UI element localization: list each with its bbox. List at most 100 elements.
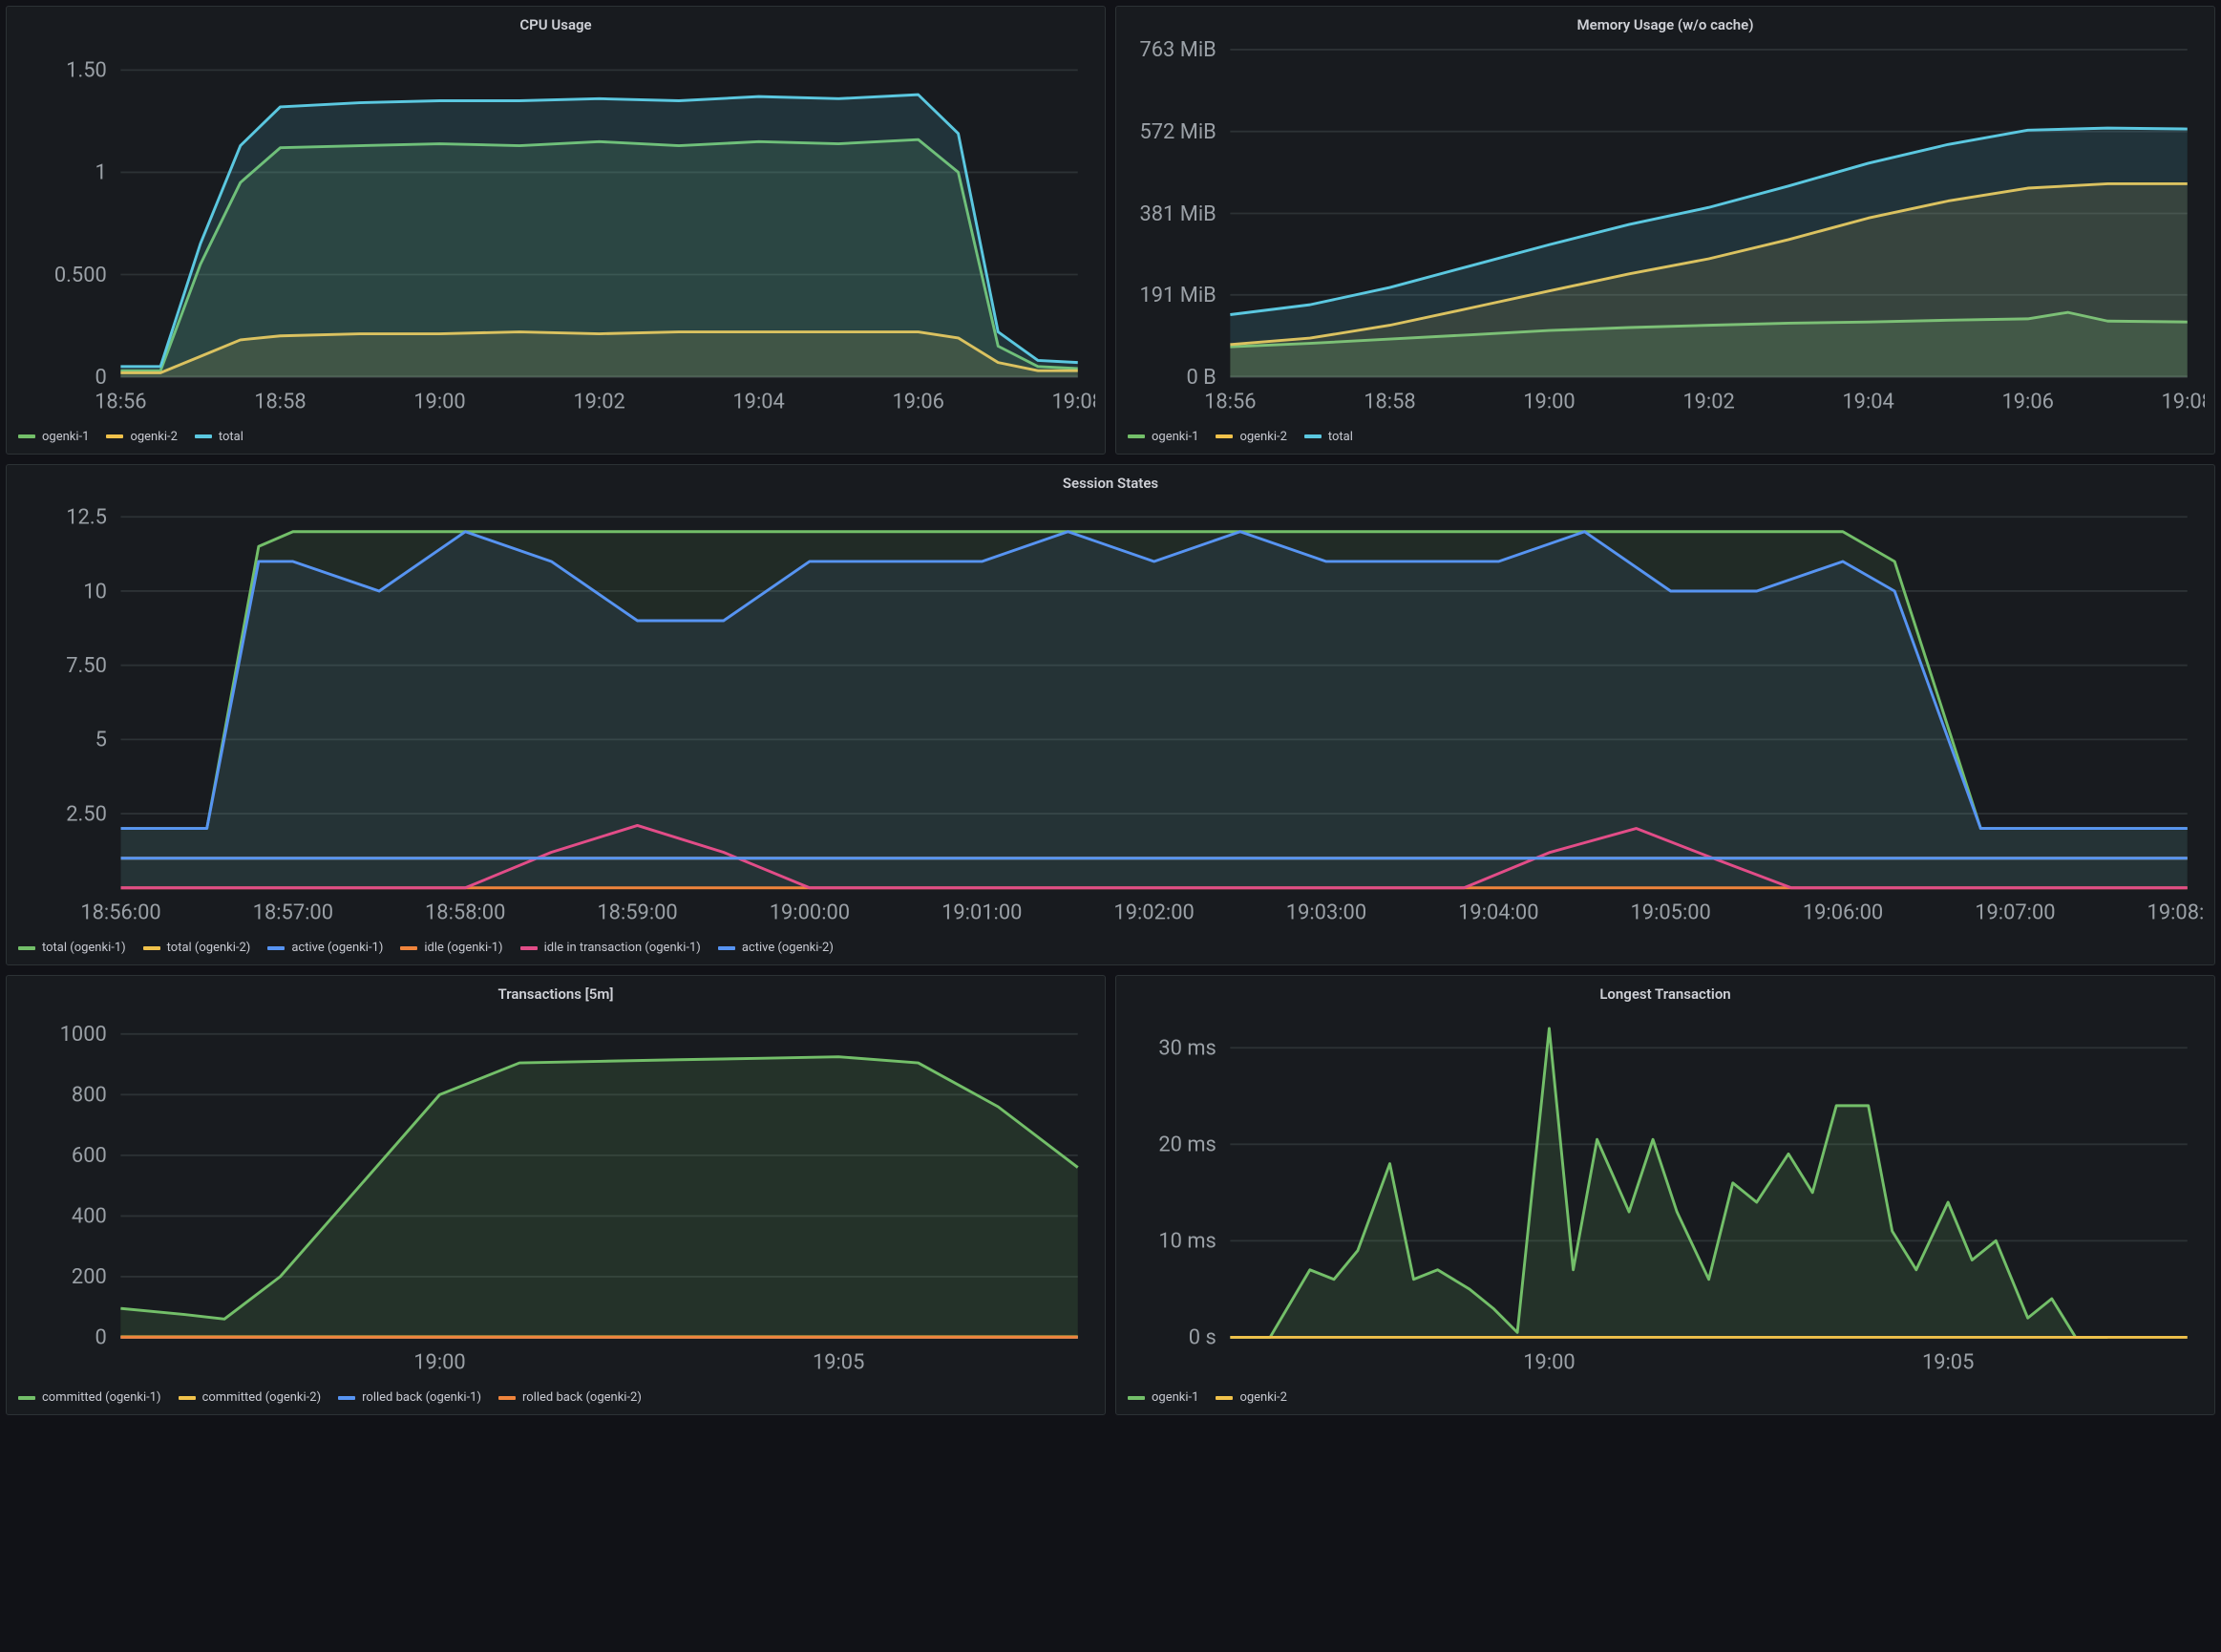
legend-label: active (ogenki-2) [742, 941, 834, 955]
legend-label: ogenki-2 [1239, 1390, 1286, 1405]
svg-text:18:58:00: 18:58:00 [425, 901, 505, 925]
svg-text:763 MiB: 763 MiB [1139, 39, 1216, 62]
svg-text:19:05:00: 19:05:00 [1630, 901, 1710, 925]
legend-item[interactable]: ogenki-2 [106, 430, 177, 444]
svg-text:0 s: 0 s [1189, 1326, 1216, 1350]
svg-text:19:07:00: 19:07:00 [1975, 901, 2055, 925]
legend-item[interactable]: active (ogenki-2) [718, 941, 834, 955]
panel-title: Transactions [5m] [16, 982, 1095, 1008]
svg-text:18:56: 18:56 [95, 390, 146, 413]
legend-swatch [143, 946, 160, 950]
panel-title: Longest Transaction [1126, 982, 2205, 1008]
legend-swatch [520, 946, 538, 950]
panel-title: Session States [16, 471, 2205, 498]
legend-label: ogenki-2 [130, 430, 177, 444]
legend-item[interactable]: ogenki-1 [18, 430, 89, 444]
legend-item[interactable]: active (ogenki-1) [267, 941, 383, 955]
legend-swatch [338, 1396, 355, 1400]
legend-swatch [718, 946, 735, 950]
svg-text:19:04: 19:04 [1842, 390, 1893, 413]
svg-text:19:04: 19:04 [732, 390, 784, 413]
svg-text:18:56:00: 18:56:00 [80, 901, 160, 925]
svg-text:1.50: 1.50 [66, 59, 107, 83]
svg-text:19:00: 19:00 [413, 390, 465, 413]
legend-label: active (ogenki-1) [291, 941, 383, 955]
svg-text:400: 400 [72, 1205, 107, 1229]
svg-text:0.500: 0.500 [54, 264, 107, 287]
legend-item[interactable]: idle in transaction (ogenki-1) [520, 941, 701, 955]
legend-item[interactable]: total [1304, 430, 1353, 444]
legend-swatch [195, 434, 212, 438]
legend-item[interactable]: total [195, 430, 243, 444]
legend-swatch [18, 434, 35, 438]
svg-text:19:04:00: 19:04:00 [1458, 901, 1538, 925]
svg-text:19:00: 19:00 [1523, 1350, 1575, 1374]
chart-cpu[interactable]: 00.50011.5018:5618:5819:0019:0219:0419:0… [16, 39, 1095, 422]
svg-text:381 MiB: 381 MiB [1139, 202, 1216, 226]
legend-item[interactable]: idle (ogenki-1) [400, 941, 502, 955]
svg-text:2.50: 2.50 [66, 802, 107, 826]
svg-text:19:03:00: 19:03:00 [1286, 901, 1366, 925]
legend-label: rolled back (ogenki-1) [362, 1390, 481, 1405]
svg-text:0: 0 [95, 366, 106, 390]
legend-item[interactable]: rolled back (ogenki-2) [498, 1390, 642, 1405]
legend-swatch [18, 946, 35, 950]
svg-text:19:08: 19:08 [2162, 390, 2205, 413]
legend-swatch [267, 946, 285, 950]
svg-text:19:08:00: 19:08:00 [2147, 901, 2205, 925]
legend-label: committed (ogenki-2) [202, 1390, 322, 1405]
legend-item[interactable]: total (ogenki-1) [18, 941, 126, 955]
panel-memory-usage: Memory Usage (w/o cache) 0 B191 MiB381 M… [1115, 6, 2215, 455]
legend-transactions: committed (ogenki-1) committed (ogenki-2)… [16, 1383, 1095, 1407]
svg-text:10 ms: 10 ms [1158, 1230, 1216, 1254]
legend-label: ogenki-1 [1152, 1390, 1198, 1405]
legend-item[interactable]: ogenki-2 [1216, 1390, 1286, 1405]
svg-text:10: 10 [83, 580, 107, 604]
legend-item[interactable]: ogenki-1 [1128, 1390, 1198, 1405]
legend-longest: ogenki-1 ogenki-2 [1126, 1383, 2205, 1407]
legend-swatch [400, 946, 417, 950]
legend-item[interactable]: ogenki-2 [1216, 430, 1286, 444]
legend-item[interactable]: total (ogenki-2) [143, 941, 251, 955]
legend-item[interactable]: ogenki-1 [1128, 430, 1198, 444]
legend-swatch [1128, 434, 1145, 438]
svg-text:19:02:00: 19:02:00 [1113, 901, 1194, 925]
legend-label: idle (ogenki-1) [424, 941, 502, 955]
legend-label: ogenki-1 [42, 430, 89, 444]
legend-item[interactable]: rolled back (ogenki-1) [338, 1390, 481, 1405]
legend-label: total [1328, 430, 1353, 444]
svg-text:1: 1 [95, 161, 106, 185]
legend-memory: ogenki-1 ogenki-2 total [1126, 422, 2205, 446]
legend-label: idle in transaction (ogenki-1) [544, 941, 701, 955]
svg-text:572 MiB: 572 MiB [1139, 120, 1216, 144]
svg-text:5: 5 [95, 729, 107, 752]
svg-text:19:05: 19:05 [813, 1350, 864, 1374]
legend-label: total [219, 430, 243, 444]
chart-transactions[interactable]: 0200400600800100019:0019:05 [16, 1008, 1095, 1383]
panel-title: Memory Usage (w/o cache) [1126, 12, 2205, 39]
svg-text:19:00: 19:00 [413, 1350, 465, 1374]
chart-longest[interactable]: 0 s 10 ms 20 ms 30 ms 19:00 19:05 [1126, 1008, 2205, 1383]
legend-sessions: total (ogenki-1) total (ogenki-2) active (… [16, 933, 2205, 957]
svg-text:18:57:00: 18:57:00 [253, 901, 333, 925]
svg-text:18:58: 18:58 [1364, 390, 1415, 413]
svg-text:19:05: 19:05 [1922, 1350, 1974, 1374]
legend-label: total (ogenki-2) [167, 941, 251, 955]
legend-swatch [106, 434, 123, 438]
legend-swatch [1216, 1396, 1233, 1400]
chart-sessions[interactable]: 2.5057.501012.518:56:0018:57:0018:58:001… [16, 498, 2205, 933]
panel-longest-transaction: Longest Transaction 0 s 10 ms 20 ms 30 ms 19… [1115, 975, 2215, 1415]
svg-text:20 ms: 20 ms [1158, 1133, 1216, 1157]
legend-swatch [18, 1396, 35, 1400]
legend-item[interactable]: committed (ogenki-1) [18, 1390, 161, 1405]
svg-text:1000: 1000 [60, 1023, 107, 1047]
legend-item[interactable]: committed (ogenki-2) [179, 1390, 322, 1405]
legend-swatch [498, 1396, 516, 1400]
chart-memory[interactable]: 0 B191 MiB381 MiB572 MiB763 MiB18:5618:5… [1126, 39, 2205, 422]
svg-text:30 ms: 30 ms [1158, 1037, 1216, 1061]
svg-text:0: 0 [95, 1326, 106, 1350]
legend-label: committed (ogenki-1) [42, 1390, 161, 1405]
svg-text:0 B: 0 B [1186, 366, 1216, 390]
svg-text:19:00:00: 19:00:00 [770, 901, 850, 925]
svg-text:200: 200 [72, 1265, 107, 1289]
